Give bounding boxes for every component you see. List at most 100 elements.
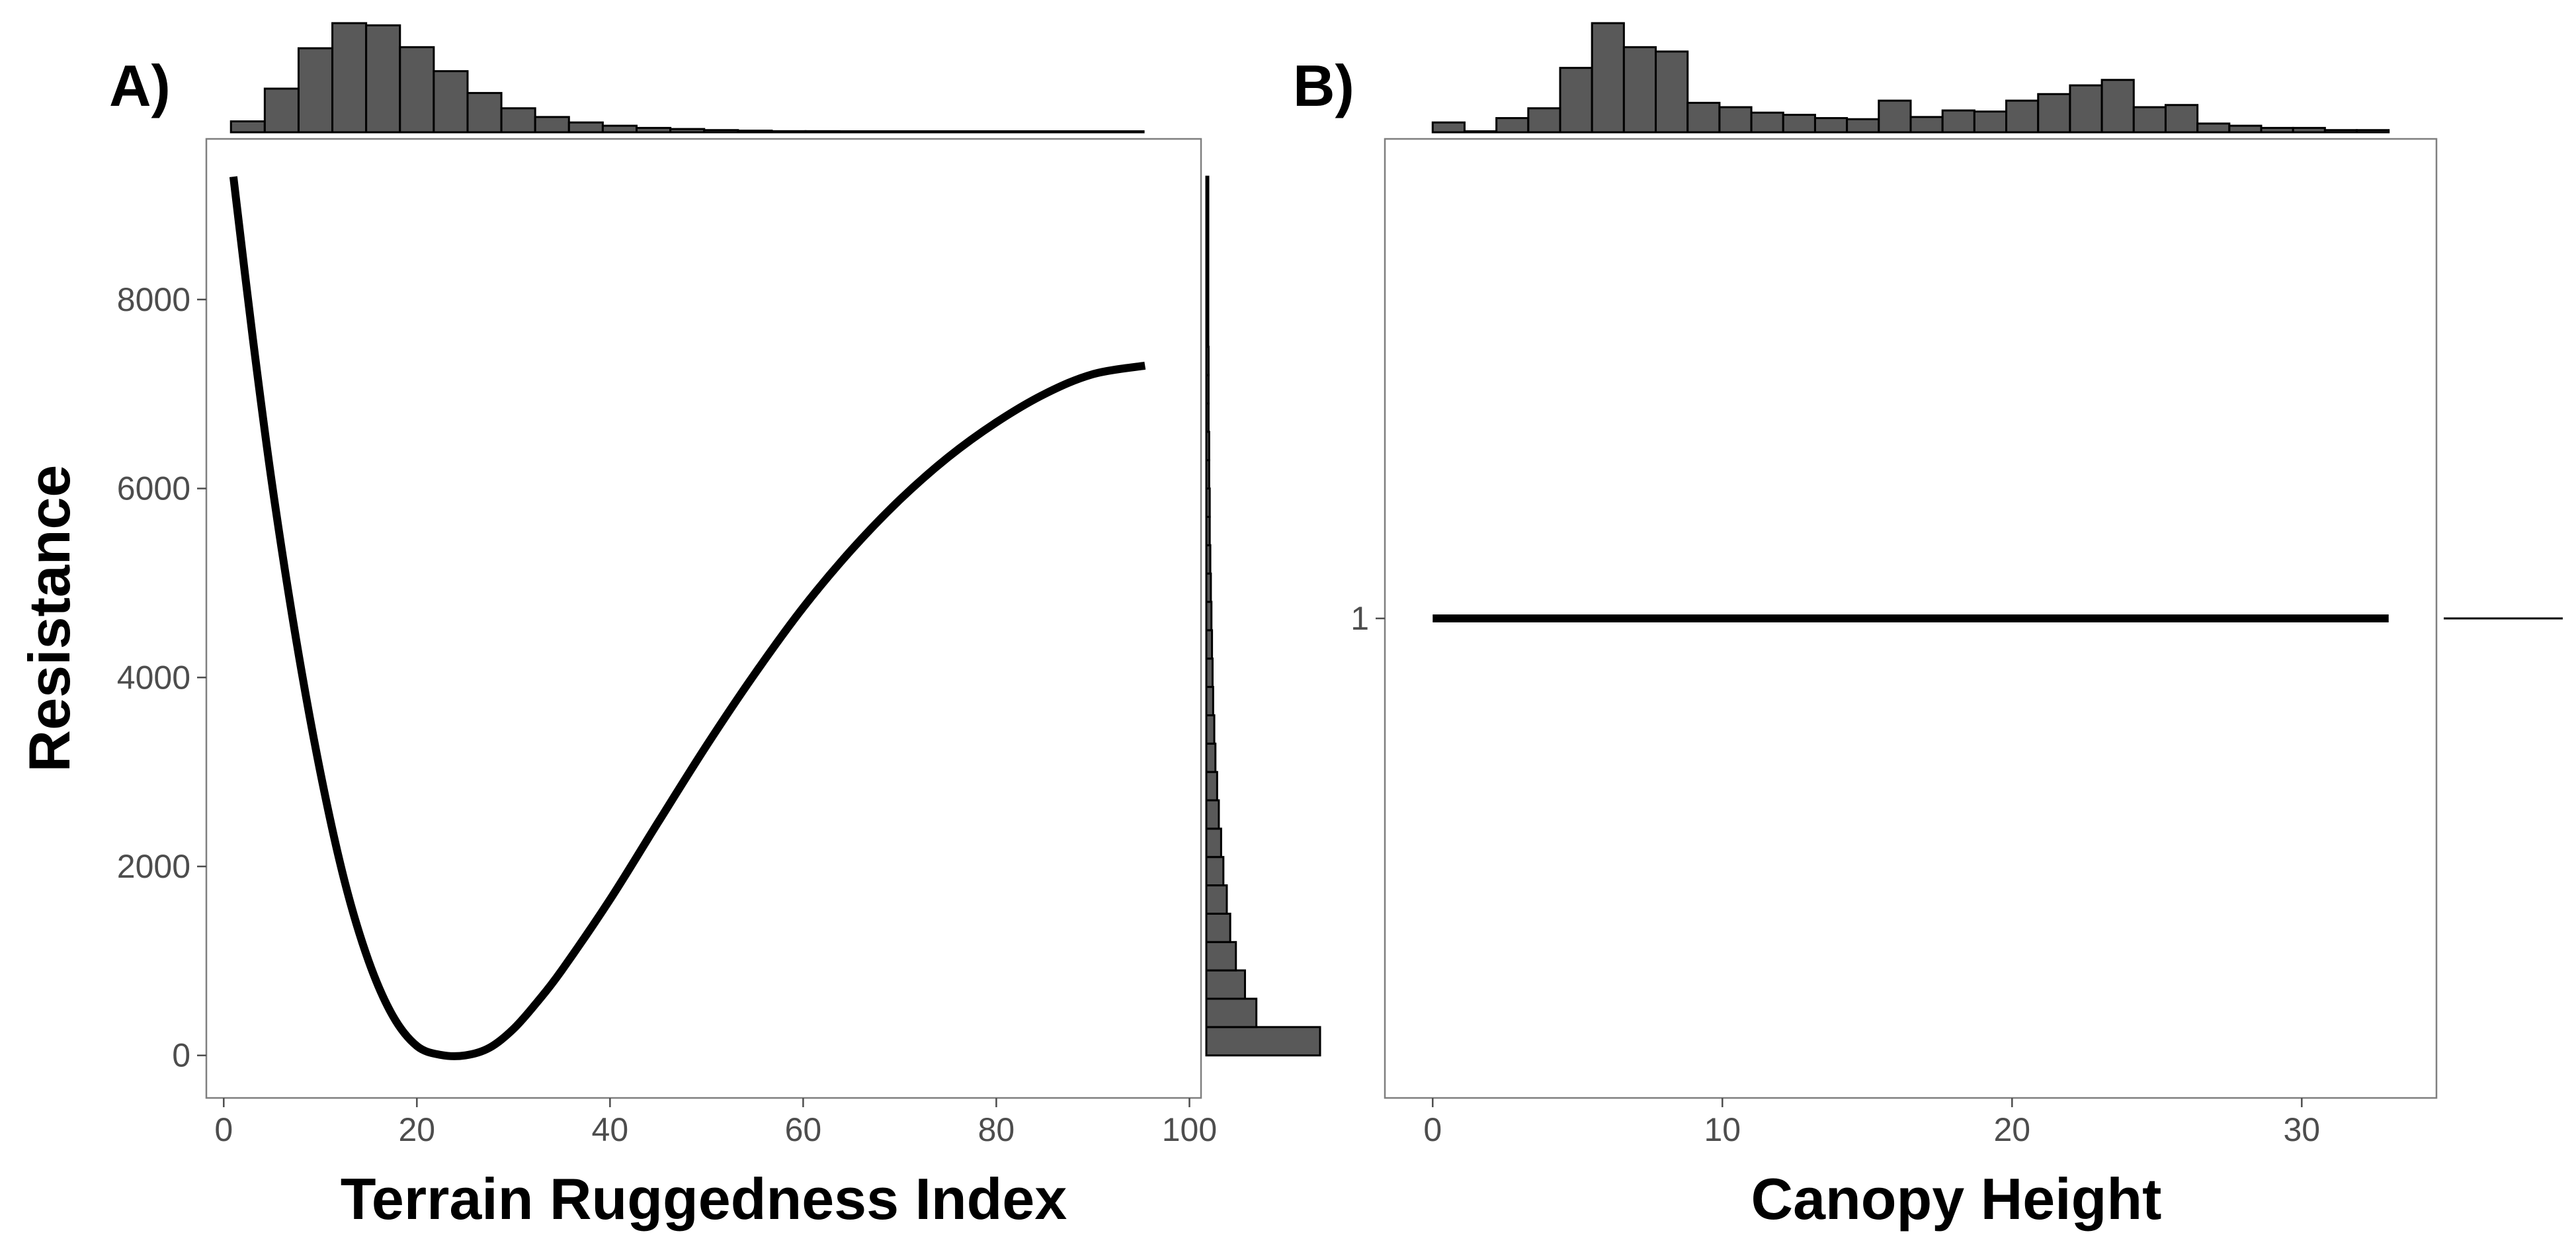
right-histogram-bar <box>1205 601 1213 632</box>
right-histogram-bar <box>1205 1026 1321 1057</box>
right-histogram-bar <box>1205 856 1225 887</box>
y-tick-label: 2000 <box>117 848 190 885</box>
panel-b-x-axis: 0 10 20 30 <box>1423 1098 2320 1148</box>
top-histogram-bar <box>2005 99 2040 134</box>
right-histogram-bar <box>1205 345 1210 376</box>
right-histogram-bar <box>1205 884 1228 915</box>
right-histogram-bar <box>1205 997 1258 1028</box>
series-line <box>229 176 1146 1060</box>
right-histogram-bar <box>1205 969 1246 1000</box>
top-histogram-bar <box>1007 130 1044 134</box>
panel-a-right-marginal-histogram <box>1205 175 1321 1057</box>
top-histogram-bar <box>2100 79 2135 134</box>
top-histogram-bar <box>1559 67 1593 134</box>
right-histogram-bar <box>1205 572 1212 603</box>
x-tick-label: 20 <box>1993 1111 2030 1148</box>
top-histogram-bar <box>1782 114 1816 134</box>
top-histogram-bar <box>1431 121 1466 134</box>
right-histogram-bar <box>1205 317 1210 348</box>
top-histogram-bar <box>1909 116 1944 134</box>
right-histogram-bar <box>1205 941 1237 972</box>
top-histogram-bar <box>1686 101 1721 134</box>
top-histogram-bar <box>1622 46 1657 134</box>
top-histogram-bar <box>872 130 908 134</box>
top-histogram-bar <box>838 130 874 134</box>
top-histogram-bar <box>1941 109 1975 134</box>
top-histogram-bar <box>2228 124 2263 134</box>
top-histogram-bar <box>433 70 469 134</box>
top-histogram-bar <box>636 126 672 134</box>
panel-a-y-axis-title: Resistance <box>17 465 82 773</box>
top-histogram-bar <box>939 130 976 134</box>
panel-a-label: A) <box>109 53 171 118</box>
right-histogram-bar <box>1205 544 1212 575</box>
top-histogram-bar <box>1973 110 2008 134</box>
right-histogram-bar <box>1205 487 1211 518</box>
top-histogram-bar <box>1846 118 1880 134</box>
right-histogram-bar <box>1205 771 1218 802</box>
top-histogram-bar <box>500 107 536 134</box>
y-tick-label: 4000 <box>117 659 190 696</box>
right-histogram-bar <box>1205 232 1210 263</box>
top-histogram-bar <box>466 92 503 134</box>
right-histogram-bar <box>1205 175 1210 206</box>
panel-a-series <box>229 176 1146 1060</box>
top-histogram-bar <box>905 130 942 134</box>
top-histogram-bar <box>1813 117 1849 134</box>
top-histogram-bar <box>2323 129 2358 134</box>
right-histogram-bar <box>1205 799 1220 830</box>
right-histogram-bar <box>1205 459 1210 490</box>
top-histogram-bar <box>1527 107 1561 134</box>
right-histogram-bar <box>1205 714 1216 745</box>
top-histogram-bar <box>737 130 773 134</box>
right-histogram-bar <box>1205 431 1210 462</box>
panel-b-y-axis: 1 <box>1350 600 1385 637</box>
right-histogram-bar <box>1205 374 1210 405</box>
top-histogram-bar <box>703 129 739 134</box>
top-histogram-bar <box>2356 129 2390 134</box>
top-histogram-bar <box>297 47 334 134</box>
top-histogram-bar <box>534 116 570 134</box>
right-histogram-bar <box>1205 515 1211 546</box>
top-histogram-bar <box>1495 117 1530 134</box>
right-histogram-bar <box>1205 657 1214 689</box>
panel-a-y-axis: 0 2000 4000 6000 8000 <box>117 281 206 1074</box>
panel-a: A) 0 20 40 60 80 100 0 2000 4000 6000 8000 Terrai… <box>17 22 1321 1232</box>
panel-a-x-axis-title: Terrain Ruggedness Index <box>341 1166 1067 1232</box>
x-tick-label: 100 <box>1162 1111 1217 1148</box>
x-tick-label: 0 <box>1423 1111 1442 1148</box>
panel-a-x-axis: 0 20 40 60 80 100 <box>214 1098 1217 1148</box>
top-histogram-bar <box>331 22 368 134</box>
x-tick-label: 30 <box>2284 1111 2321 1148</box>
right-histogram-bar <box>1205 289 1210 319</box>
top-histogram-bar <box>770 130 807 134</box>
top-histogram-bar <box>669 128 706 134</box>
y-tick-label: 8000 <box>117 281 190 318</box>
x-tick-label: 0 <box>214 1111 233 1148</box>
top-histogram-bar <box>1075 130 1111 134</box>
top-histogram-bar <box>601 124 638 134</box>
top-histogram-bar <box>567 121 604 134</box>
top-histogram-bar <box>1463 130 1498 134</box>
top-histogram-bar <box>1108 130 1145 134</box>
top-histogram-bar <box>804 130 841 134</box>
right-histogram-bar <box>1205 827 1222 859</box>
panel-b-label: B) <box>1293 53 1354 118</box>
right-histogram-bar <box>1205 402 1210 433</box>
top-histogram-bar <box>399 46 435 134</box>
top-histogram-bar <box>1655 50 1689 134</box>
top-histogram-bar <box>1750 111 1784 134</box>
y-tick-label: 1 <box>1350 600 1369 637</box>
top-histogram-bar <box>365 24 401 134</box>
top-histogram-bar <box>2260 126 2294 134</box>
right-histogram-bar <box>1205 912 1231 943</box>
top-histogram-bar <box>2037 93 2071 134</box>
top-histogram-bar <box>2164 104 2199 134</box>
panel-b-top-marginal-histogram <box>1431 22 2390 134</box>
x-tick-label: 20 <box>399 1111 436 1148</box>
top-histogram-bar <box>2196 122 2231 134</box>
panel-b-x-axis-title: Canopy Height <box>1751 1166 2162 1232</box>
x-tick-label: 40 <box>592 1111 629 1148</box>
top-histogram-bar <box>2069 84 2103 134</box>
